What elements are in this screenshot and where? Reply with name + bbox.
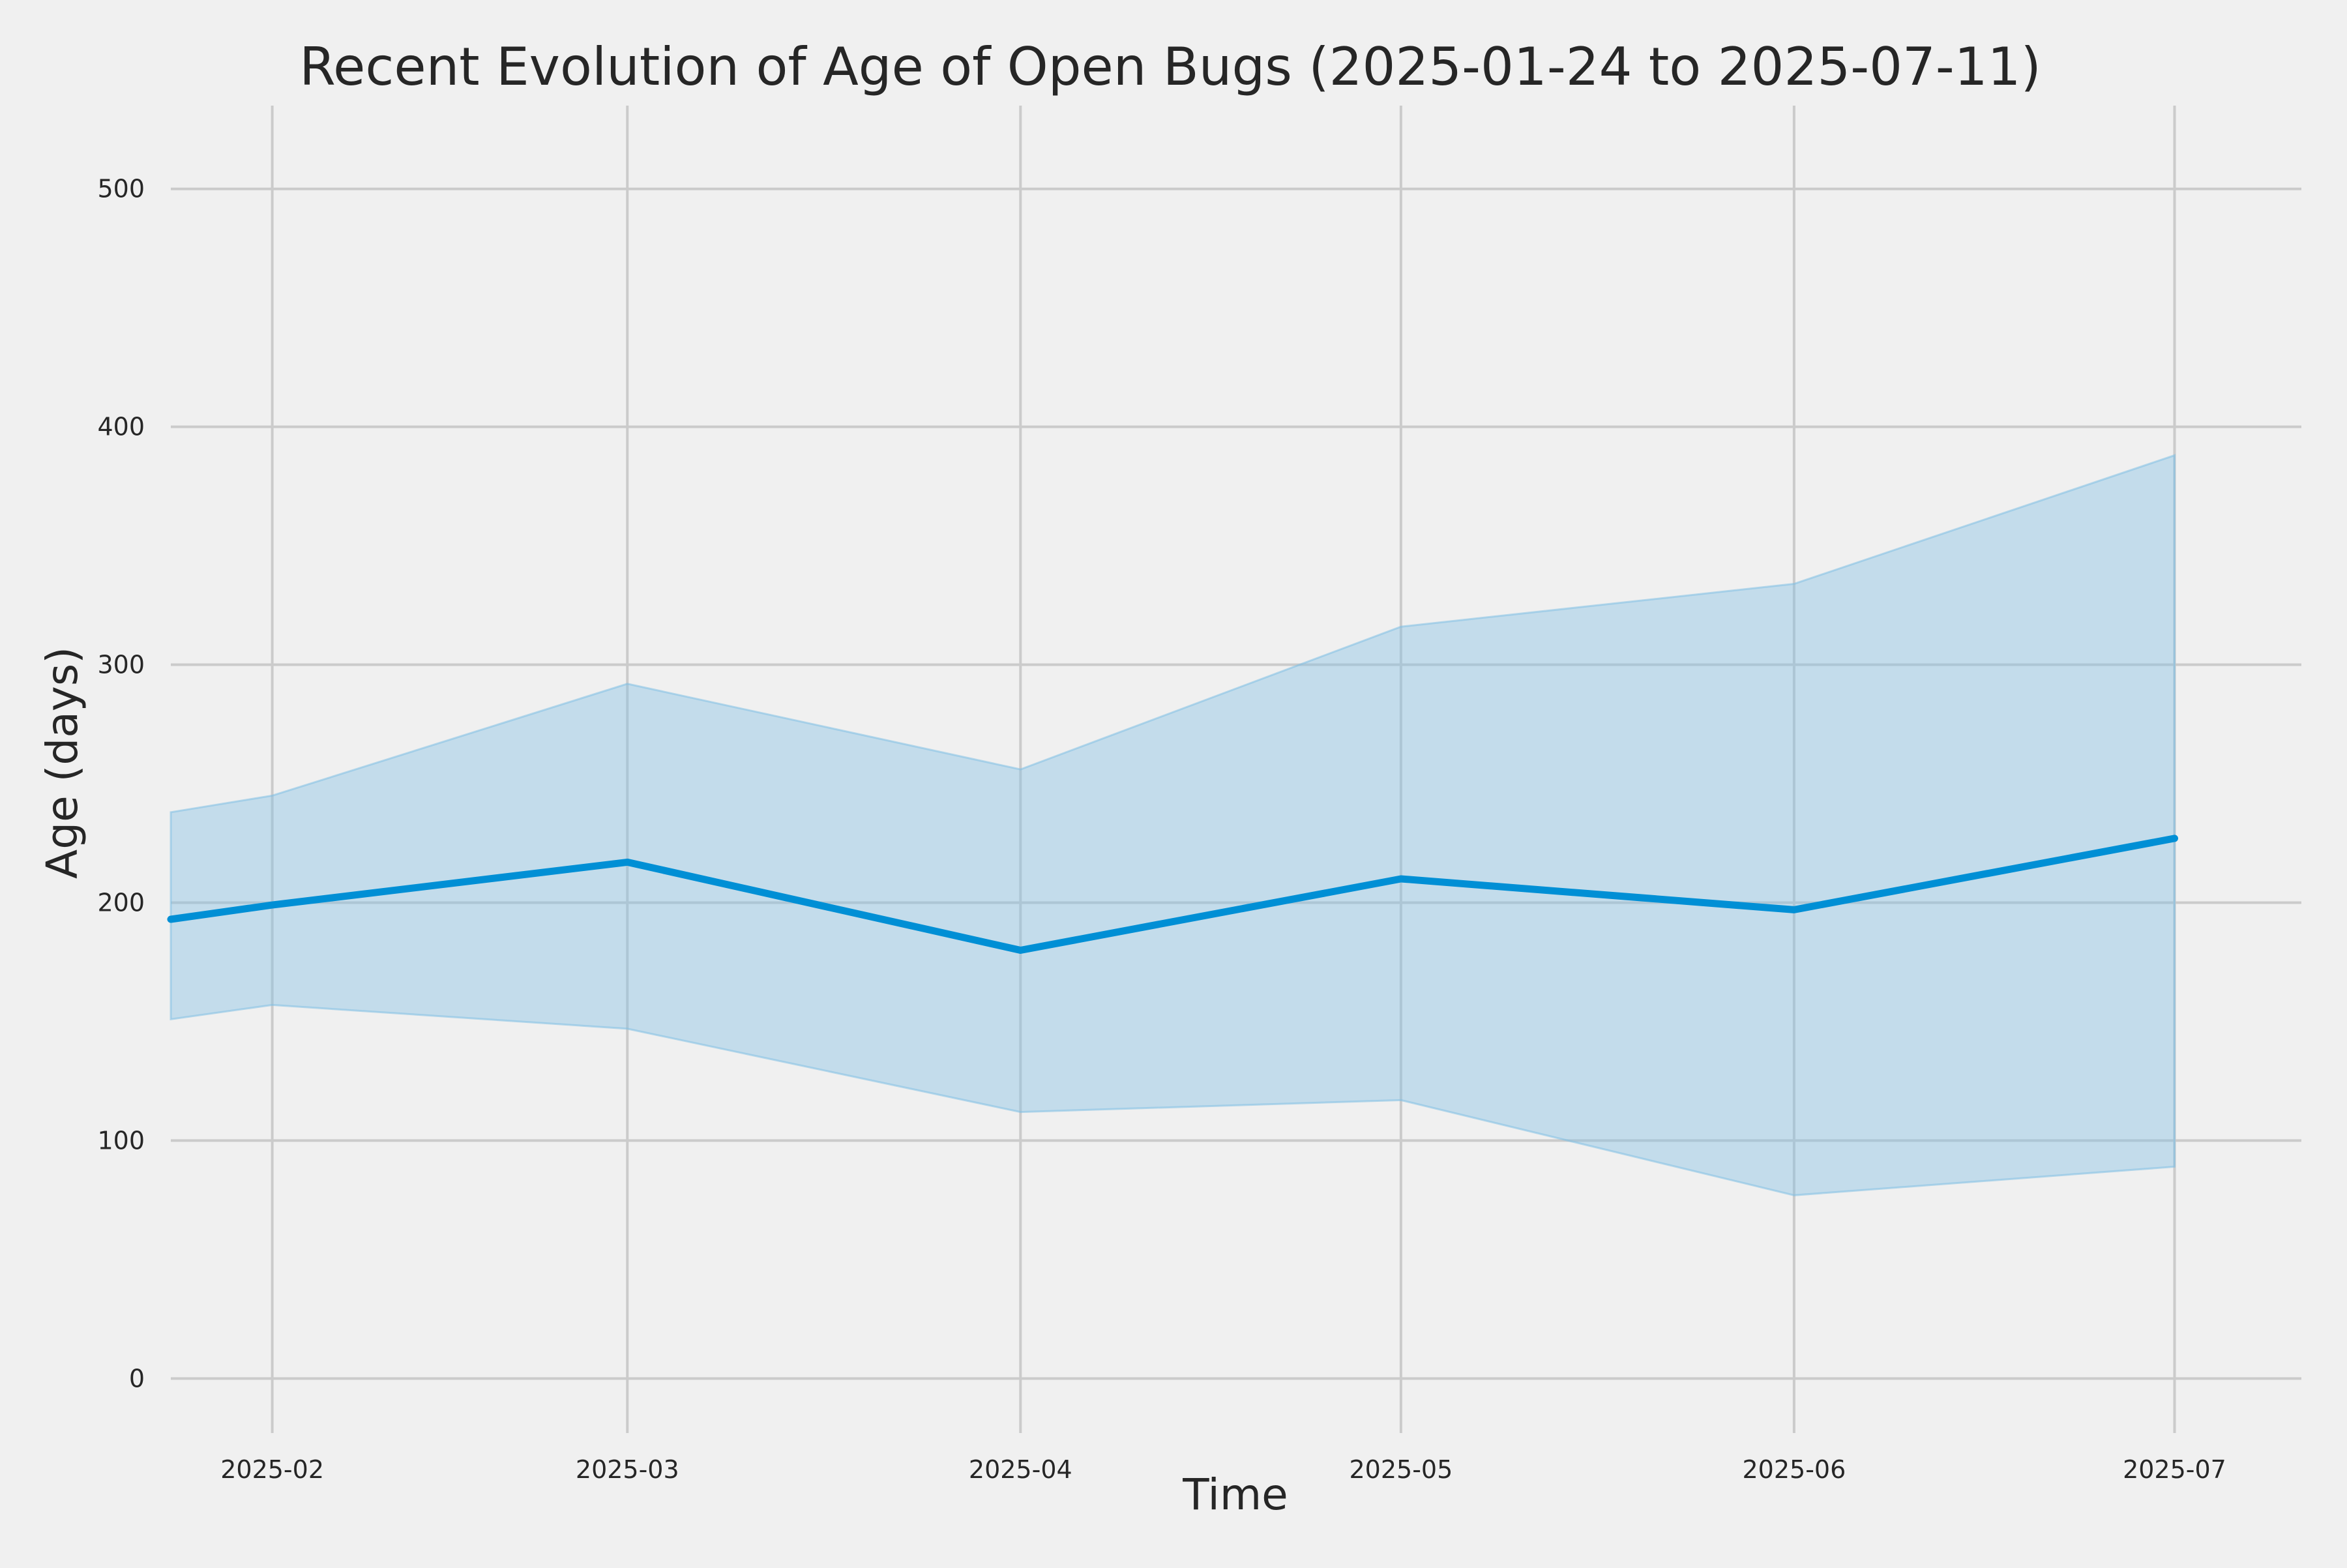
y-tick-label: 500 (97, 175, 145, 203)
x-tick-label: 2025-02 (220, 1455, 324, 1484)
x-axis-title: Time (1182, 1470, 1288, 1520)
x-tick-label: 2025-05 (1349, 1455, 1453, 1484)
data-point (1790, 906, 1798, 913)
y-tick-label: 200 (97, 888, 145, 917)
data-point (167, 915, 175, 923)
data-point (2170, 835, 2178, 842)
data-point (623, 858, 631, 866)
y-tick-label: 0 (129, 1364, 145, 1393)
x-tick-label: 2025-04 (969, 1455, 1072, 1484)
series-line-layer (167, 835, 2178, 954)
x-tick-label: 2025-03 (576, 1455, 679, 1484)
x-tick-label: 2025-07 (2123, 1455, 2226, 1484)
data-point (1397, 875, 1405, 883)
x-tick-label: 2025-06 (1743, 1455, 1846, 1484)
mean-age-line (167, 835, 2178, 954)
chart-title: Recent Evolution of Age of Open Bugs (20… (299, 37, 2041, 97)
y-tick-label: 300 (97, 651, 145, 679)
x-tick-labels: 2025-02 2025-03 2025-04 2025-05 2025-06 2025-… (220, 1455, 2226, 1484)
y-tick-label: 100 (97, 1126, 145, 1155)
y-axis-title: Age (days) (37, 647, 87, 879)
confidence-band-layer (170, 454, 2176, 1196)
data-point (1016, 946, 1024, 954)
grid-lines (171, 106, 2301, 1433)
y-tick-labels: 0 100 200 300 400 500 (97, 175, 145, 1393)
data-point (269, 901, 276, 909)
confidence-band (170, 454, 2176, 1196)
y-tick-label: 400 (97, 413, 145, 441)
